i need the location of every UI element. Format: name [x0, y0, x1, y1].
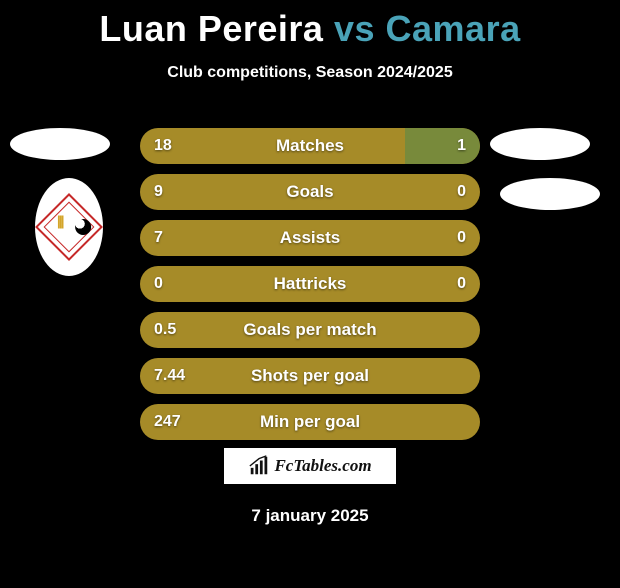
stat-label: Assists [140, 228, 480, 248]
chart-icon [248, 455, 270, 477]
stat-label: Shots per goal [140, 366, 480, 386]
stat-label: Hattricks [140, 274, 480, 294]
stat-row-matches: 18Matches1 [140, 128, 480, 164]
stat-value-right: 0 [457, 275, 466, 293]
club-badge-right-2 [500, 178, 600, 210]
stat-label: Matches [140, 136, 480, 156]
comparison-title: Luan Pereira vs Camara [0, 8, 620, 50]
player1-name: Luan Pereira [99, 8, 323, 49]
stat-row-hattricks: 0Hattricks0 [140, 266, 480, 302]
club-badge-right-1 [490, 128, 590, 160]
stat-row-shots-per-goal: 7.44Shots per goal [140, 358, 480, 394]
stat-label: Min per goal [140, 412, 480, 432]
crest-shield: ||| [35, 193, 103, 261]
crest-stripes: ||| [57, 213, 63, 229]
stat-value-right: 0 [457, 229, 466, 247]
vs-text: vs [334, 8, 375, 49]
stat-value-right: 1 [457, 137, 466, 155]
fctables-logo: FcTables.com [222, 446, 398, 486]
player2-name: Camara [386, 8, 521, 49]
stat-row-goals-per-match: 0.5Goals per match [140, 312, 480, 348]
stat-row-assists: 7Assists0 [140, 220, 480, 256]
stat-label: Goals [140, 182, 480, 202]
crest-ball-icon [75, 219, 91, 235]
stat-row-min-per-goal: 247Min per goal [140, 404, 480, 440]
club-crest: ||| [35, 178, 103, 276]
fctables-text: FcTables.com [274, 456, 371, 476]
stat-rows: 18Matches19Goals07Assists00Hattricks00.5… [140, 128, 480, 450]
subtitle: Club competitions, Season 2024/2025 [0, 64, 620, 82]
stat-value-right: 0 [457, 183, 466, 201]
club-badge-left [10, 128, 110, 160]
date-text: 7 january 2025 [0, 506, 620, 526]
stat-label: Goals per match [140, 320, 480, 340]
stat-row-goals: 9Goals0 [140, 174, 480, 210]
